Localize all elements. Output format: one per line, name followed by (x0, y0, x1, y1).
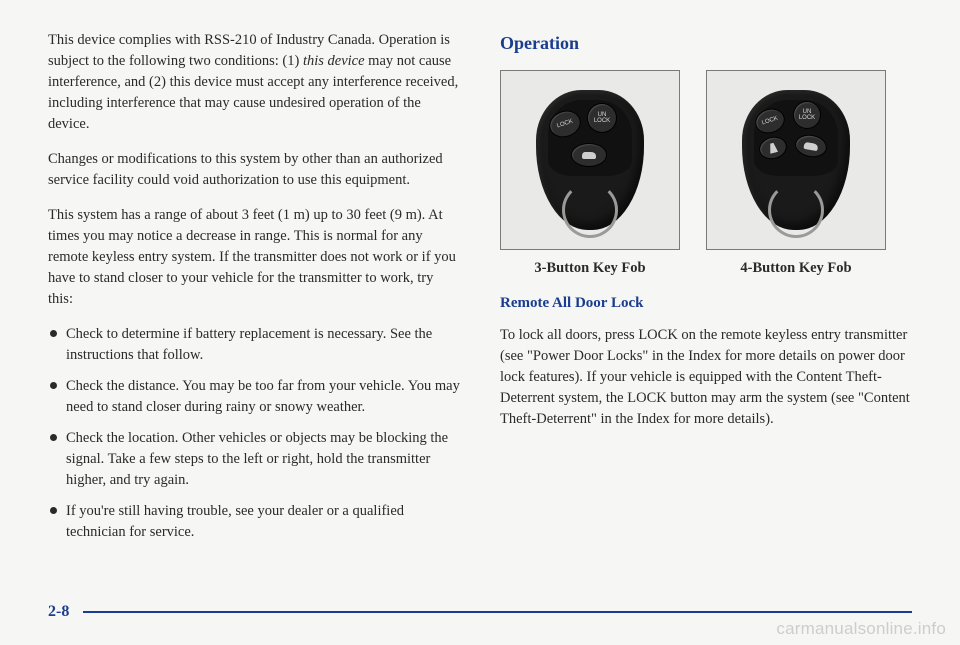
list-item: Check to determine if battery replacemen… (48, 324, 460, 366)
fob-3button-image: LOCK UN LOCK (500, 70, 680, 250)
fob-images-row: LOCK UN LOCK LOCK UN LOCK (500, 70, 912, 250)
unlock-button: UN LOCK (794, 102, 820, 128)
heading-operation: Operation (500, 30, 912, 56)
paragraph-modifications: Changes or modifications to this system … (48, 149, 460, 191)
key-ring (562, 182, 618, 238)
caption-3button: 3-Button Key Fob (500, 258, 680, 279)
lock-label: LOCK (761, 116, 778, 127)
fob-body: LOCK UN LOCK (536, 90, 644, 230)
list-item: Check the location. Other vehicles or ob… (48, 428, 460, 491)
paragraph-lock-doors: To lock all doors, press LOCK on the rem… (500, 325, 912, 430)
unlock-button: UN LOCK (588, 104, 616, 132)
text-italic: this device (303, 53, 365, 69)
fob-body: LOCK UN LOCK (742, 90, 850, 230)
troubleshoot-list: Check to determine if battery replacemen… (48, 324, 460, 543)
unlock-label: UN LOCK (594, 112, 610, 124)
fob-4button-image: LOCK UN LOCK (706, 70, 886, 250)
page: This device complies with RSS-210 of Ind… (0, 0, 960, 573)
heading-remote-lock: Remote All Door Lock (500, 293, 912, 315)
watermark: carmanualsonline.info (776, 619, 946, 639)
trunk-button (572, 144, 606, 166)
caption-row: 3-Button Key Fob 4-Button Key Fob (500, 258, 912, 279)
footer-rule (83, 611, 912, 613)
left-column: This device complies with RSS-210 of Ind… (48, 30, 460, 553)
lock-label: LOCK (556, 119, 573, 130)
unlock-label: UN LOCK (799, 109, 815, 121)
paragraph-compliance: This device complies with RSS-210 of Ind… (48, 30, 460, 135)
key-ring (768, 182, 824, 238)
page-number: 2-8 (48, 603, 69, 621)
caption-4button: 4-Button Key Fob (706, 258, 886, 279)
list-item: Check the distance. You may be too far f… (48, 376, 460, 418)
list-item: If you're still having trouble, see your… (48, 501, 460, 543)
paragraph-range: This system has a range of about 3 feet … (48, 205, 460, 310)
right-column: Operation LOCK UN LOCK LOCK UN LOCK (500, 30, 912, 553)
